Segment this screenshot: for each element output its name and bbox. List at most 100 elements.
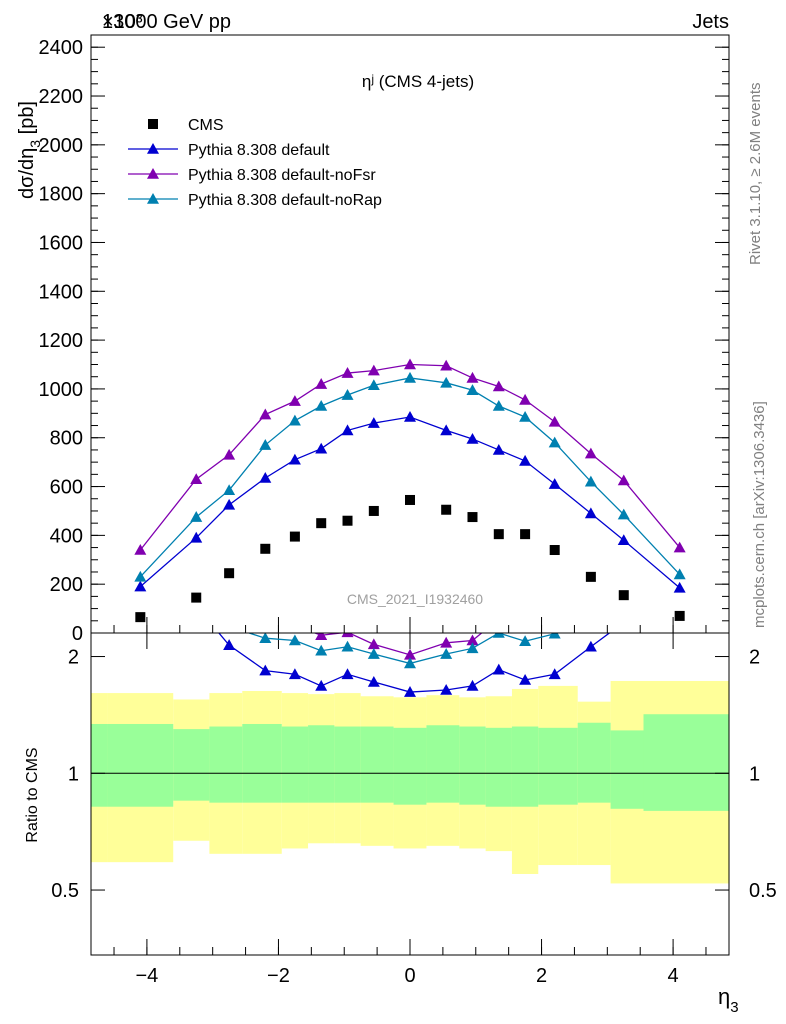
main-y-tick-label: 200 (50, 574, 83, 596)
stat-band-bin (511, 726, 539, 807)
legend-marker (147, 193, 159, 204)
data-point (405, 494, 415, 505)
ratio-plot-frame (90, 632, 730, 956)
ratio-series-point (341, 640, 354, 652)
main-y-tick-label: 2000 (39, 135, 84, 157)
ratio-series-point (367, 638, 380, 650)
ratio-series-point (618, 616, 630, 627)
series-point (404, 371, 416, 383)
main-y-axis-label-sub: 3 (27, 140, 43, 148)
series-line (139, 377, 681, 578)
plot-title: ηʲ (CMS 4-jets) (362, 72, 474, 91)
series-point (492, 443, 505, 455)
ratio-series-point (466, 642, 479, 654)
stat-band-bin (242, 723, 282, 803)
series-point (548, 478, 561, 489)
x-axis-label-main: η (718, 984, 730, 1009)
legend-marker (148, 119, 158, 129)
series-point (223, 484, 236, 496)
stat-band-bin (459, 726, 486, 805)
ratio-series-point (440, 636, 453, 648)
stat-band-bin (107, 723, 174, 807)
series-point (617, 534, 630, 546)
data-point (520, 529, 531, 540)
ratio-series-point (466, 634, 479, 646)
main-y-tick-label: 1600 (39, 232, 84, 254)
stat-band-bin (209, 726, 243, 803)
stat-band-bin (334, 726, 361, 803)
stat-band-bin (308, 725, 335, 803)
series-point (134, 580, 147, 592)
main-y-tick-label: 1400 (39, 281, 84, 303)
ratio-series-point (674, 496, 686, 507)
series-point (466, 432, 479, 444)
legend-entry: CMS (148, 117, 224, 134)
ratio-series-point (404, 648, 416, 660)
stat-band-bin (485, 727, 512, 807)
x-axis-label: η3 (718, 984, 739, 1016)
data-point (467, 512, 478, 523)
series-point (223, 498, 236, 510)
main-y-axis-label-main: dσ/dη (16, 148, 38, 199)
stat-band-bin (173, 729, 210, 801)
data-point (493, 529, 504, 540)
ratio-series-point (259, 606, 271, 617)
ratio-series-point (259, 633, 272, 644)
data-point (289, 531, 300, 542)
ratio-y-tick-label-right: 2 (749, 647, 760, 669)
series-point (492, 400, 505, 411)
series-point (341, 424, 354, 436)
ratio-series-point (584, 640, 597, 652)
ratio-series-point (519, 633, 532, 634)
main-y-tick-label: 2200 (39, 86, 84, 108)
ratio-series-point (440, 648, 453, 659)
stat-band-bin (643, 714, 729, 811)
stat-band-bin (577, 722, 611, 803)
series-point (223, 448, 236, 460)
series-point (617, 474, 630, 486)
data-point (191, 592, 202, 603)
series-point (190, 511, 203, 522)
ratio-series-point (341, 633, 354, 638)
data-point (260, 543, 271, 554)
ratio-series-point (288, 668, 301, 680)
ratio-series-point (548, 633, 561, 639)
main-y-tick-label: 600 (50, 477, 83, 499)
data-point (549, 545, 560, 556)
legend-entry: Pythia 8.308 default-noFsr (128, 167, 376, 184)
main-y-tick-label: 400 (50, 525, 83, 547)
data-point (316, 518, 327, 529)
ratio-y-tick-label: 1 (68, 763, 79, 785)
ratio-series-point (404, 657, 416, 669)
series-point (288, 414, 301, 426)
series-point (288, 453, 301, 465)
series-point (673, 568, 686, 580)
main-plot-series (134, 358, 686, 623)
series-point (134, 570, 147, 582)
ratio-series-point (404, 686, 416, 697)
series-point (548, 415, 561, 427)
series-point (466, 371, 479, 383)
stat-band-bin (426, 725, 460, 803)
x-tick-label: 4 (668, 965, 679, 987)
legend-label: Pythia 8.308 default (188, 142, 330, 159)
series-point (315, 442, 328, 454)
series-point (519, 393, 532, 405)
series-point (190, 473, 203, 485)
main-y-axis-label-unit: [pb] (16, 101, 38, 140)
series-point (440, 359, 453, 371)
ratio-series-point (549, 610, 561, 621)
ratio-y-tick-label-right: 0.5 (749, 880, 777, 902)
y-exponent-label: ×10³ (102, 11, 143, 33)
stat-band-bin (538, 727, 578, 805)
series-point (341, 367, 354, 378)
rivet-version-label: Rivet 3.1.10, ≥ 2.6M events (747, 83, 764, 266)
series-point (440, 376, 453, 388)
ratio-series-point (289, 620, 301, 631)
ratio-series-point (492, 633, 505, 638)
ratio-series-point (493, 613, 505, 624)
legend-label: Pythia 8.308 default-noRap (188, 192, 382, 209)
ratio-series-point (367, 675, 380, 687)
stat-band-bin (393, 727, 427, 805)
series-point (367, 364, 380, 376)
